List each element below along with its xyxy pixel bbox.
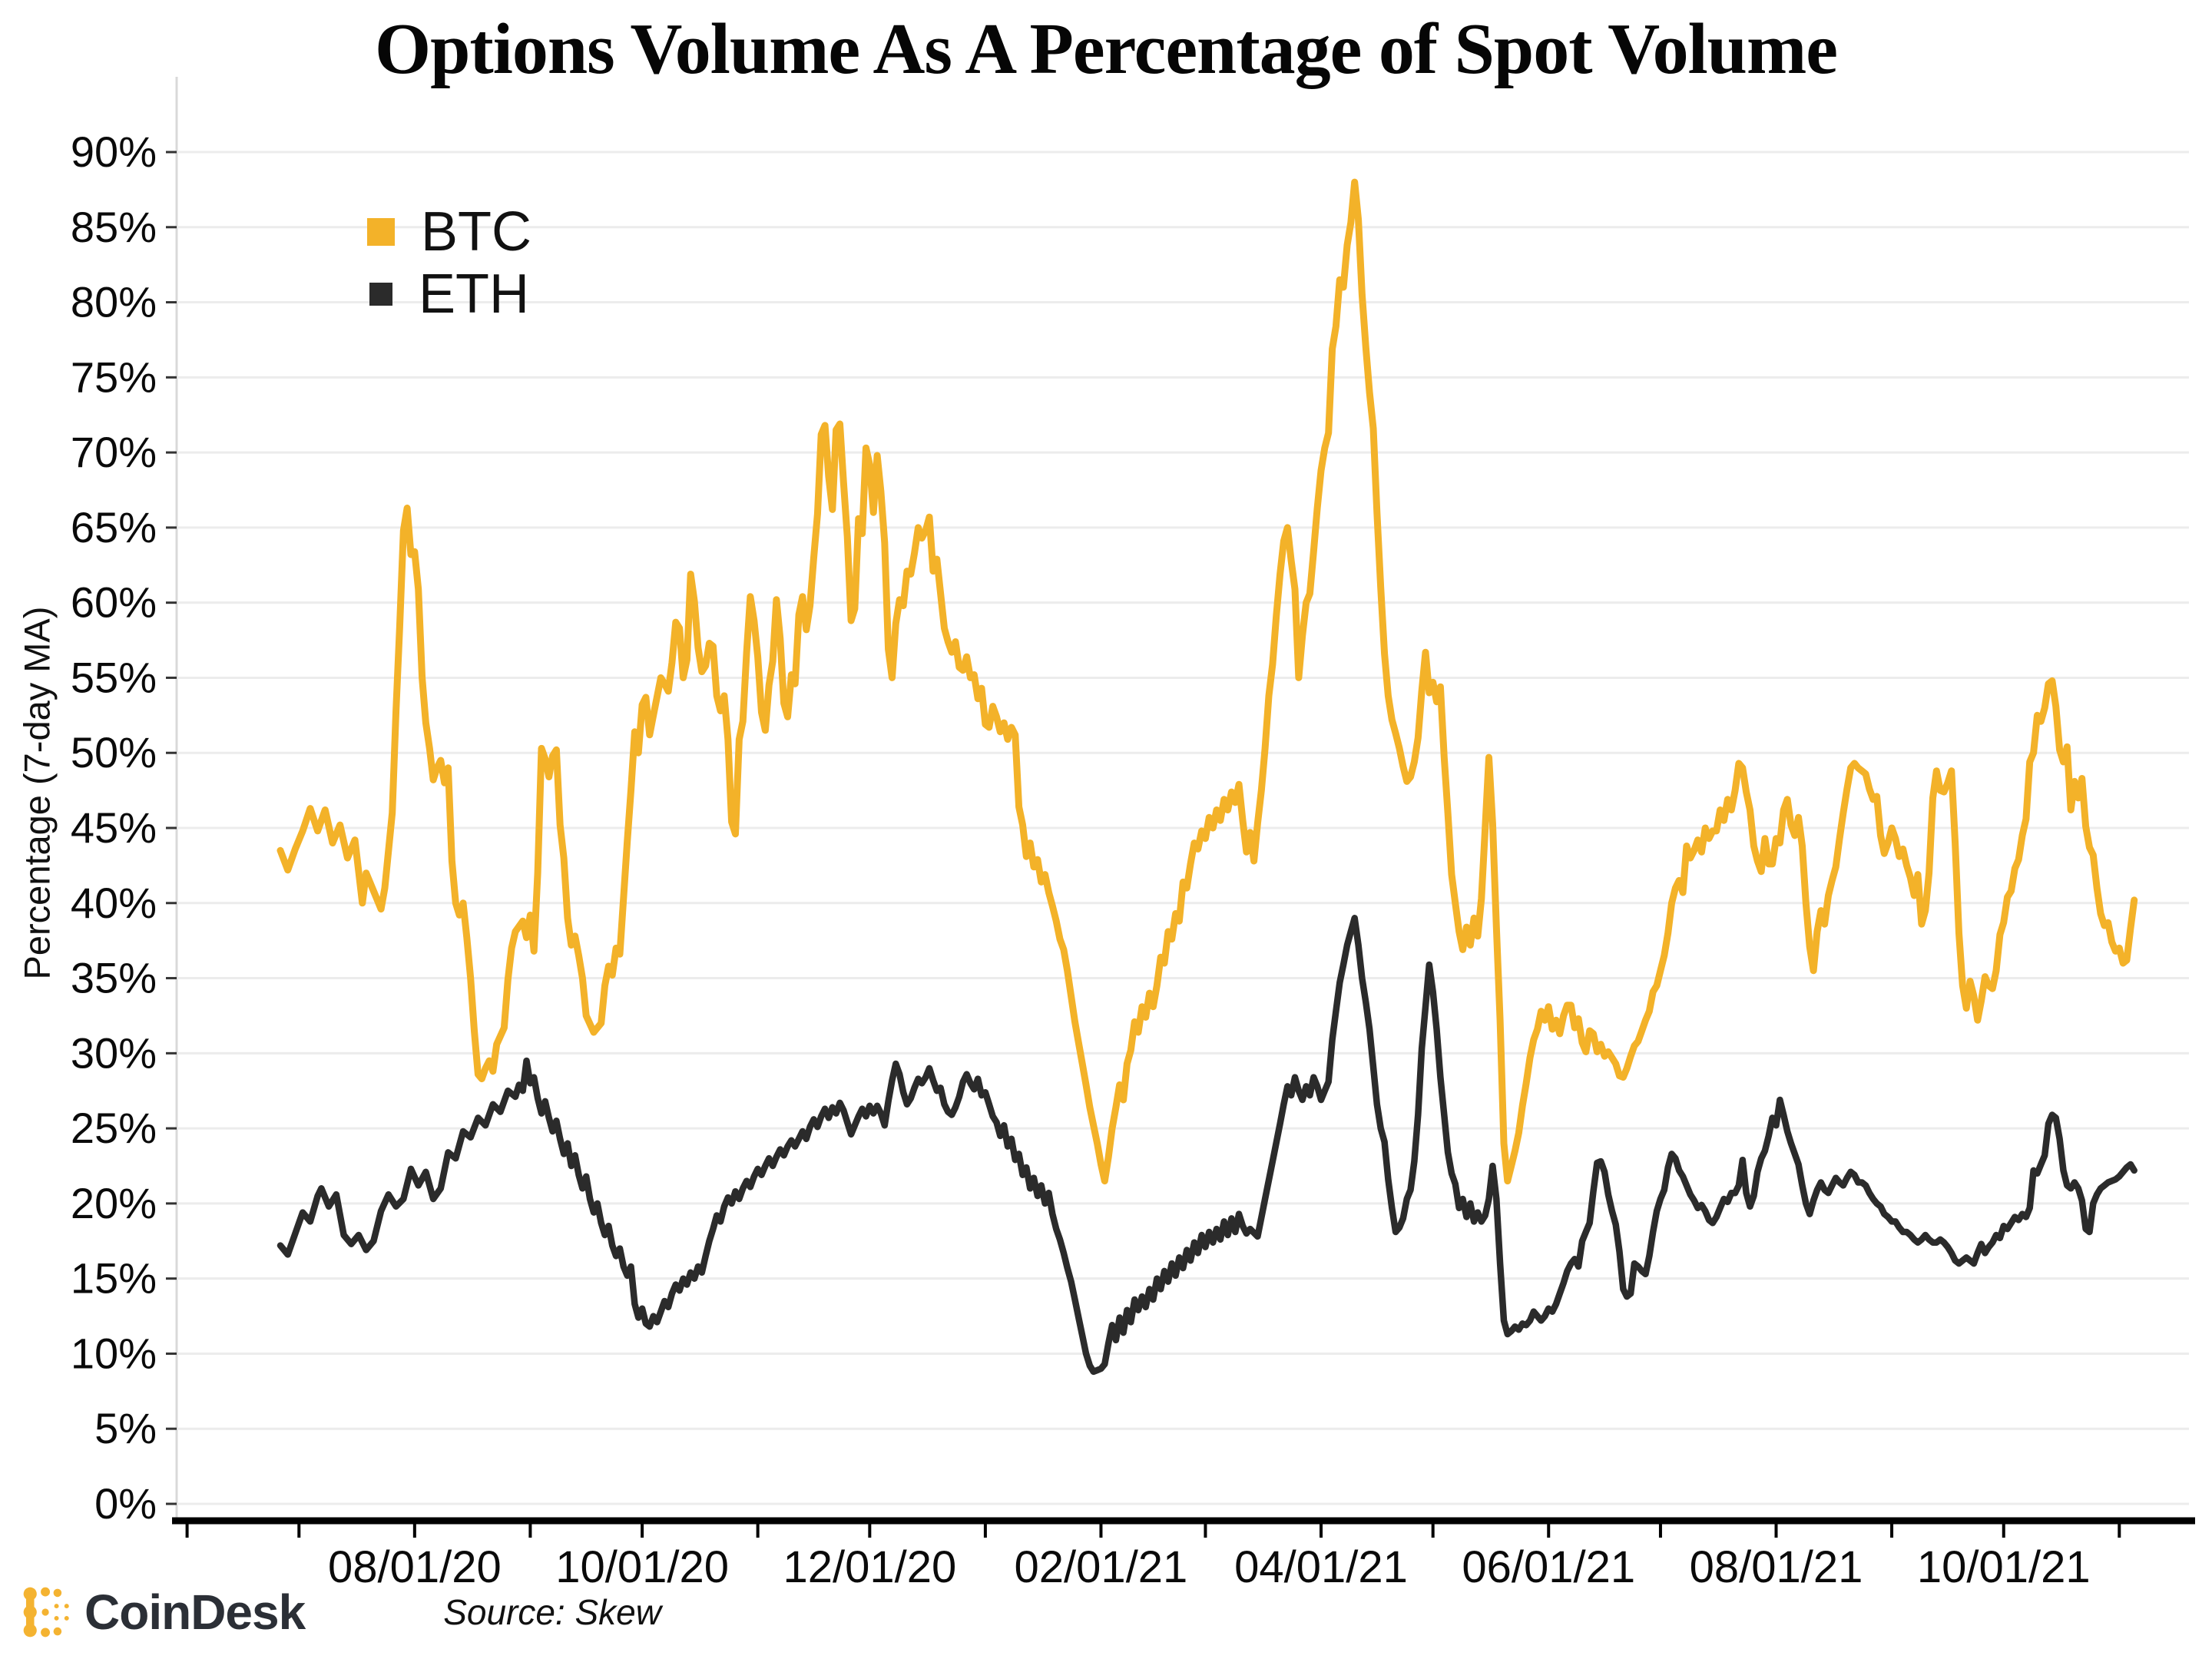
y-tick-label: 40% (71, 879, 157, 927)
y-tick-label: 5% (94, 1404, 157, 1452)
y-tick-label: 75% (71, 353, 157, 401)
x-tick-label: 08/01/20 (328, 1542, 502, 1592)
y-tick-label: 65% (71, 503, 157, 551)
x-tick-label: 06/01/21 (1462, 1542, 1635, 1592)
y-tick-label: 35% (71, 954, 157, 1002)
x-tick-label: 12/01/20 (783, 1542, 956, 1592)
legend-label-eth: ETH (419, 263, 529, 325)
x-tick-label: 10/01/21 (1917, 1542, 2091, 1592)
y-tick-label: 80% (71, 278, 157, 326)
x-tick-label: 10/01/20 (555, 1542, 729, 1592)
y-tick-label: 55% (71, 653, 157, 701)
y-tick-label: 85% (71, 203, 157, 251)
series-line-eth (276, 915, 2137, 1376)
series-line-btc (276, 178, 2138, 1185)
legend-label-btc: BTC (421, 201, 531, 263)
y-tick-label: 60% (71, 578, 157, 627)
y-tick-label: 0% (94, 1479, 157, 1528)
y-tick-label: 70% (71, 428, 157, 476)
eth-swatch-icon (369, 283, 392, 306)
source-note: Source: Skew (443, 1592, 661, 1632)
y-tick-label: 10% (71, 1329, 157, 1377)
y-tick-label: 15% (71, 1254, 157, 1303)
footer-branding: CoinDesk Source: Skew (23, 1584, 661, 1641)
y-tick-label: 50% (71, 728, 157, 777)
coindesk-logo-icon (23, 1587, 69, 1637)
y-tick-label: 30% (71, 1028, 157, 1077)
legend-item-btc: BTC (367, 204, 531, 260)
x-tick-label: 08/01/21 (1690, 1542, 1863, 1592)
y-tick-label: 20% (71, 1179, 157, 1227)
brand-name: CoinDesk (84, 1584, 306, 1640)
chart-title: Options Volume As A Percentage of Spot V… (375, 9, 1838, 89)
y-tick-label: 25% (71, 1104, 157, 1152)
x-tick-label: 02/01/21 (1015, 1542, 1188, 1592)
y-tick-label: 90% (71, 127, 157, 176)
legend-item-eth: ETH (367, 267, 529, 322)
btc-swatch-icon (367, 218, 395, 246)
y-axis-title: Percentage (7-day MA) (16, 606, 58, 980)
y-tick-label: 45% (71, 803, 157, 852)
x-tick-label: 04/01/21 (1234, 1542, 1408, 1592)
